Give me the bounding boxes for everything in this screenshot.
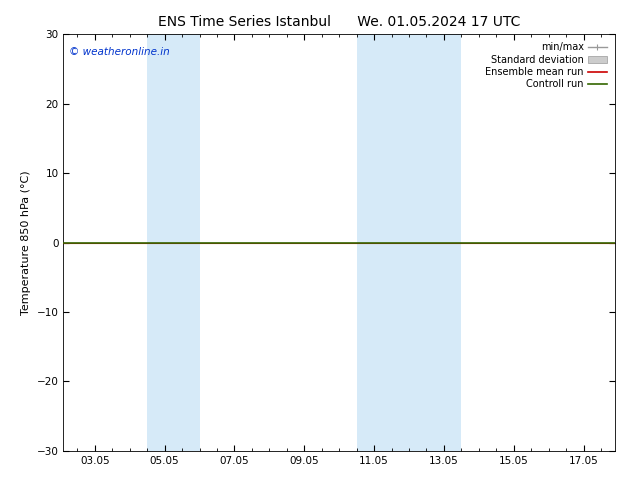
Bar [147,34,200,451]
Legend: min/max, Standard deviation, Ensemble mean run, Controll run: min/max, Standard deviation, Ensemble me… [482,39,610,92]
Title: ENS Time Series Istanbul      We. 01.05.2024 17 UTC: ENS Time Series Istanbul We. 01.05.2024 … [158,15,521,29]
Text: © weatheronline.in: © weatheronline.in [69,47,170,57]
Y-axis label: Temperature 850 hPa (°C): Temperature 850 hPa (°C) [21,170,31,315]
Bar [357,34,462,451]
